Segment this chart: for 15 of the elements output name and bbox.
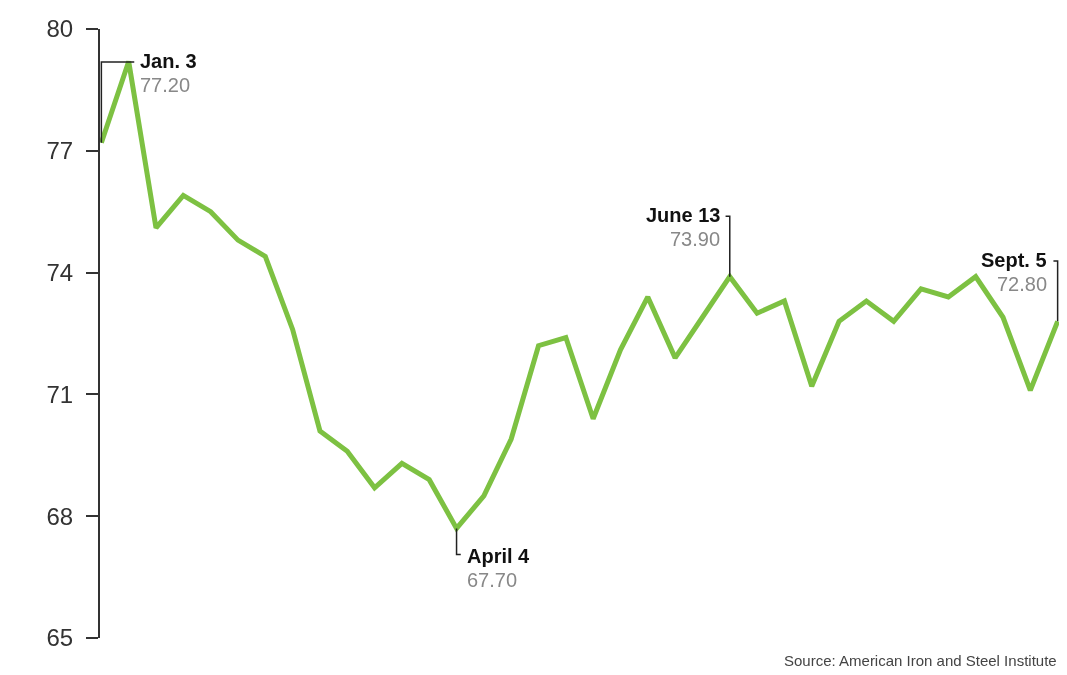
data-label: 77.20	[140, 74, 191, 96]
annotation: June 13	[646, 204, 721, 226]
y-tick-label: 65	[46, 624, 74, 652]
annotation: Jan. 3	[140, 50, 197, 72]
data-label: 73.90	[670, 228, 721, 250]
annotation: Sept. 5	[981, 249, 1047, 271]
y-tick-label: 80	[46, 15, 74, 43]
y-tick-label: 77	[46, 137, 74, 165]
y-tick-label: 74	[46, 259, 74, 286]
y-tick-label: 71	[46, 380, 74, 408]
data-label: 72.80	[997, 273, 1048, 295]
source-note: Source: American Iron and Steel Institute	[784, 652, 1057, 669]
y-tick-label: 68	[46, 502, 74, 530]
annotation: April 4	[467, 545, 531, 567]
data-label: 67.70	[467, 569, 518, 591]
